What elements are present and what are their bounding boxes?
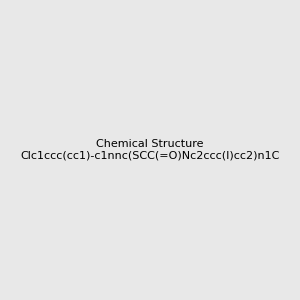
Text: Chemical Structure
Clc1ccc(cc1)-c1nnc(SCC(=O)Nc2ccc(I)cc2)n1C: Chemical Structure Clc1ccc(cc1)-c1nnc(SC… — [20, 139, 280, 161]
